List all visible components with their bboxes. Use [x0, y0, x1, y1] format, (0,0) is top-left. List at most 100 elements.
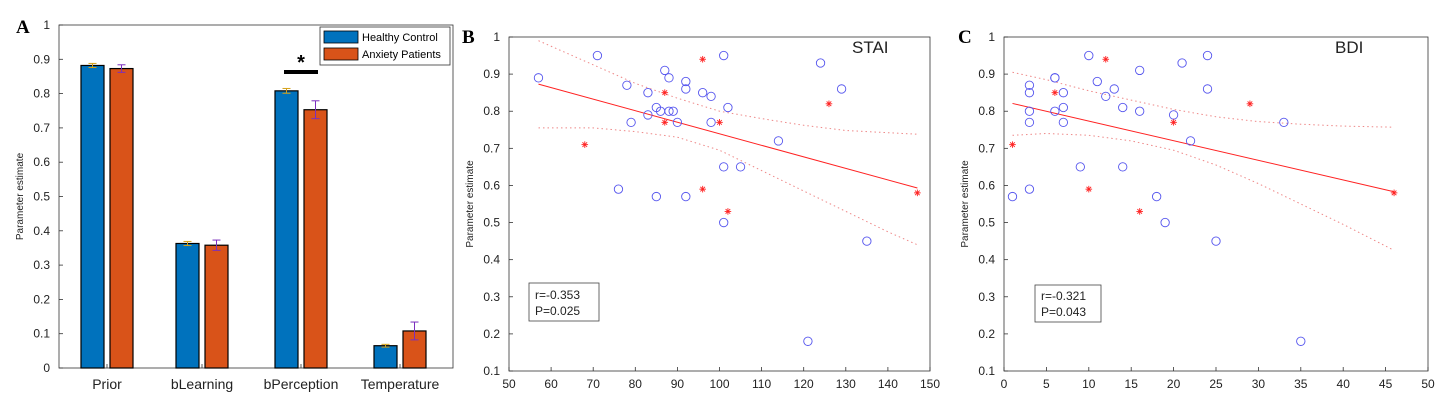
data-point-circle — [1058, 88, 1069, 98]
data-point-circle — [613, 184, 624, 194]
data-point-star — [825, 100, 833, 108]
panel-b-y-tick-label: 0.3 — [483, 290, 500, 304]
panel-a-y-tick-label: 0.6 — [33, 155, 50, 169]
panel-b-x-tick-label: 50 — [502, 377, 516, 391]
panel-a-category-label: bPerception — [264, 376, 339, 392]
data-point-star — [1390, 189, 1398, 197]
panel-b-stats-box: r=-0.353 P=0.025 — [528, 282, 600, 322]
data-point-circle — [735, 162, 746, 172]
panel-a-category-label: bLearning — [171, 376, 233, 392]
data-point-star — [661, 89, 669, 96]
panel-a-category-label: Prior — [92, 376, 122, 392]
data-point-circle — [1168, 110, 1179, 120]
panel-b-x-tick-label: 90 — [671, 377, 685, 391]
panel-c-y-tick-label: 0.9 — [978, 67, 995, 81]
data-point-circle — [1024, 88, 1035, 98]
panel-b-x-tick-label: 140 — [878, 377, 898, 391]
panel-b-x-tick-label: 80 — [629, 377, 643, 391]
data-point-circle — [1151, 191, 1162, 202]
star-stroke — [582, 141, 588, 148]
panel-c-y-tick-label: 0.1 — [978, 364, 995, 378]
data-point-circle — [1135, 106, 1145, 116]
data-point-circle — [622, 80, 632, 90]
data-point-circle — [664, 73, 674, 83]
panel-a-significance-marker: * — [284, 52, 318, 74]
panel-b-marks — [533, 40, 921, 346]
data-point-star — [1136, 208, 1143, 215]
panel-a-bar-chart: A Parameter estimate 0 0.1 0.2 0.3 0.4 0.5 0.6… — [15, 17, 454, 392]
panel-c-y-tick-label: 0.7 — [978, 141, 995, 155]
panel-c-r-value: r=-0.321 — [1041, 289, 1086, 303]
star-stroke — [662, 119, 668, 125]
data-point-circle — [1279, 117, 1289, 128]
bar — [109, 67, 134, 369]
panel-b-y-tick-label: 0.8 — [483, 104, 500, 118]
panel-b-y-tick-label: 0.6 — [483, 178, 500, 192]
panel-c-y-tick-label: 0.3 — [978, 290, 995, 304]
panel-a-y-tick-label: 0.4 — [33, 224, 50, 238]
panel-a-y-tick-label: 0.7 — [33, 121, 50, 135]
panel-b-x-tick-label: 60 — [544, 377, 558, 391]
data-point-circle — [1050, 106, 1060, 116]
data-point-star — [716, 119, 723, 126]
panel-a-y-tick-label: 0.3 — [33, 258, 50, 272]
star-stroke — [1009, 141, 1016, 148]
star-stroke — [1052, 90, 1058, 96]
bar — [373, 345, 398, 369]
star-stroke — [1170, 119, 1177, 125]
panel-b-ci-lower — [538, 127, 918, 246]
data-point-circle — [1058, 102, 1069, 113]
legend-swatch — [323, 47, 359, 61]
panel-c-ci-upper — [1012, 71, 1395, 128]
panel-c-y-tick-label: 0.5 — [978, 216, 995, 230]
data-point-circle — [1185, 136, 1196, 146]
data-point-star — [1102, 55, 1110, 63]
data-point-circle — [1024, 184, 1035, 194]
star-stroke — [700, 186, 706, 192]
data-point-circle — [681, 84, 691, 94]
data-point-circle — [660, 65, 670, 76]
data-point-circle — [1135, 65, 1145, 76]
data-point-star — [914, 189, 921, 197]
data-point-circle — [668, 106, 678, 116]
panel-a-y-axis-label: Parameter estimate — [15, 152, 26, 240]
data-point-star — [699, 185, 706, 193]
panel-c-y-tick-label: 0.8 — [978, 104, 995, 118]
panel-c-x-tick-label: 30 — [1252, 377, 1266, 391]
panel-a-y-tick-label: 0.8 — [33, 87, 50, 101]
data-point-circle — [651, 191, 661, 202]
panel-a-category-label: Temperature — [361, 376, 440, 392]
data-point-circle — [1084, 50, 1094, 61]
data-point-circle — [836, 84, 847, 94]
panel-b-y-tick-label: 0.4 — [483, 253, 500, 267]
panel-c-x-tick-label: 15 — [1125, 377, 1139, 391]
data-point-circle — [723, 102, 733, 113]
data-point-circle — [1118, 102, 1128, 113]
data-point-circle — [773, 136, 784, 146]
data-point-circle — [681, 191, 691, 202]
panel-b-scatter-plot: B Parameter estimate STAI 50 60 70 80 90 100 1… — [462, 27, 940, 391]
star-stroke — [662, 90, 668, 96]
panel-a-letter: A — [16, 17, 30, 38]
data-point-circle — [592, 50, 603, 61]
panel-c-y-tick-label: 0.6 — [978, 178, 995, 192]
panel-c-title: BDI — [1335, 38, 1363, 57]
panel-c-letter: C — [958, 27, 972, 48]
data-point-circle — [1101, 91, 1111, 102]
panel-a-y-tick-label: 0.9 — [33, 52, 50, 66]
panel-c-y-tick-label: 1 — [988, 30, 995, 44]
panel-b-x-tick-label: 110 — [752, 377, 771, 391]
data-point-circle — [1007, 191, 1018, 202]
panel-b-axes: 50 60 70 80 90 100 110 120 130 140 150 0.1 0.2 0.3 0.4… — [483, 30, 940, 391]
data-point-circle — [1177, 58, 1187, 68]
data-point-circle — [672, 117, 683, 128]
data-point-circle — [862, 236, 872, 246]
panel-b-y-axis-label: Parameter estimate — [465, 160, 476, 248]
panel-c-x-tick-label: 35 — [1294, 377, 1308, 391]
panel-c-stats-box: r=-0.321 P=0.043 — [1034, 284, 1102, 323]
data-point-circle — [643, 110, 653, 120]
panel-c-marks — [1007, 50, 1398, 346]
data-point-star — [1246, 100, 1254, 108]
legend-swatch — [323, 30, 359, 44]
data-point-circle — [719, 162, 729, 172]
